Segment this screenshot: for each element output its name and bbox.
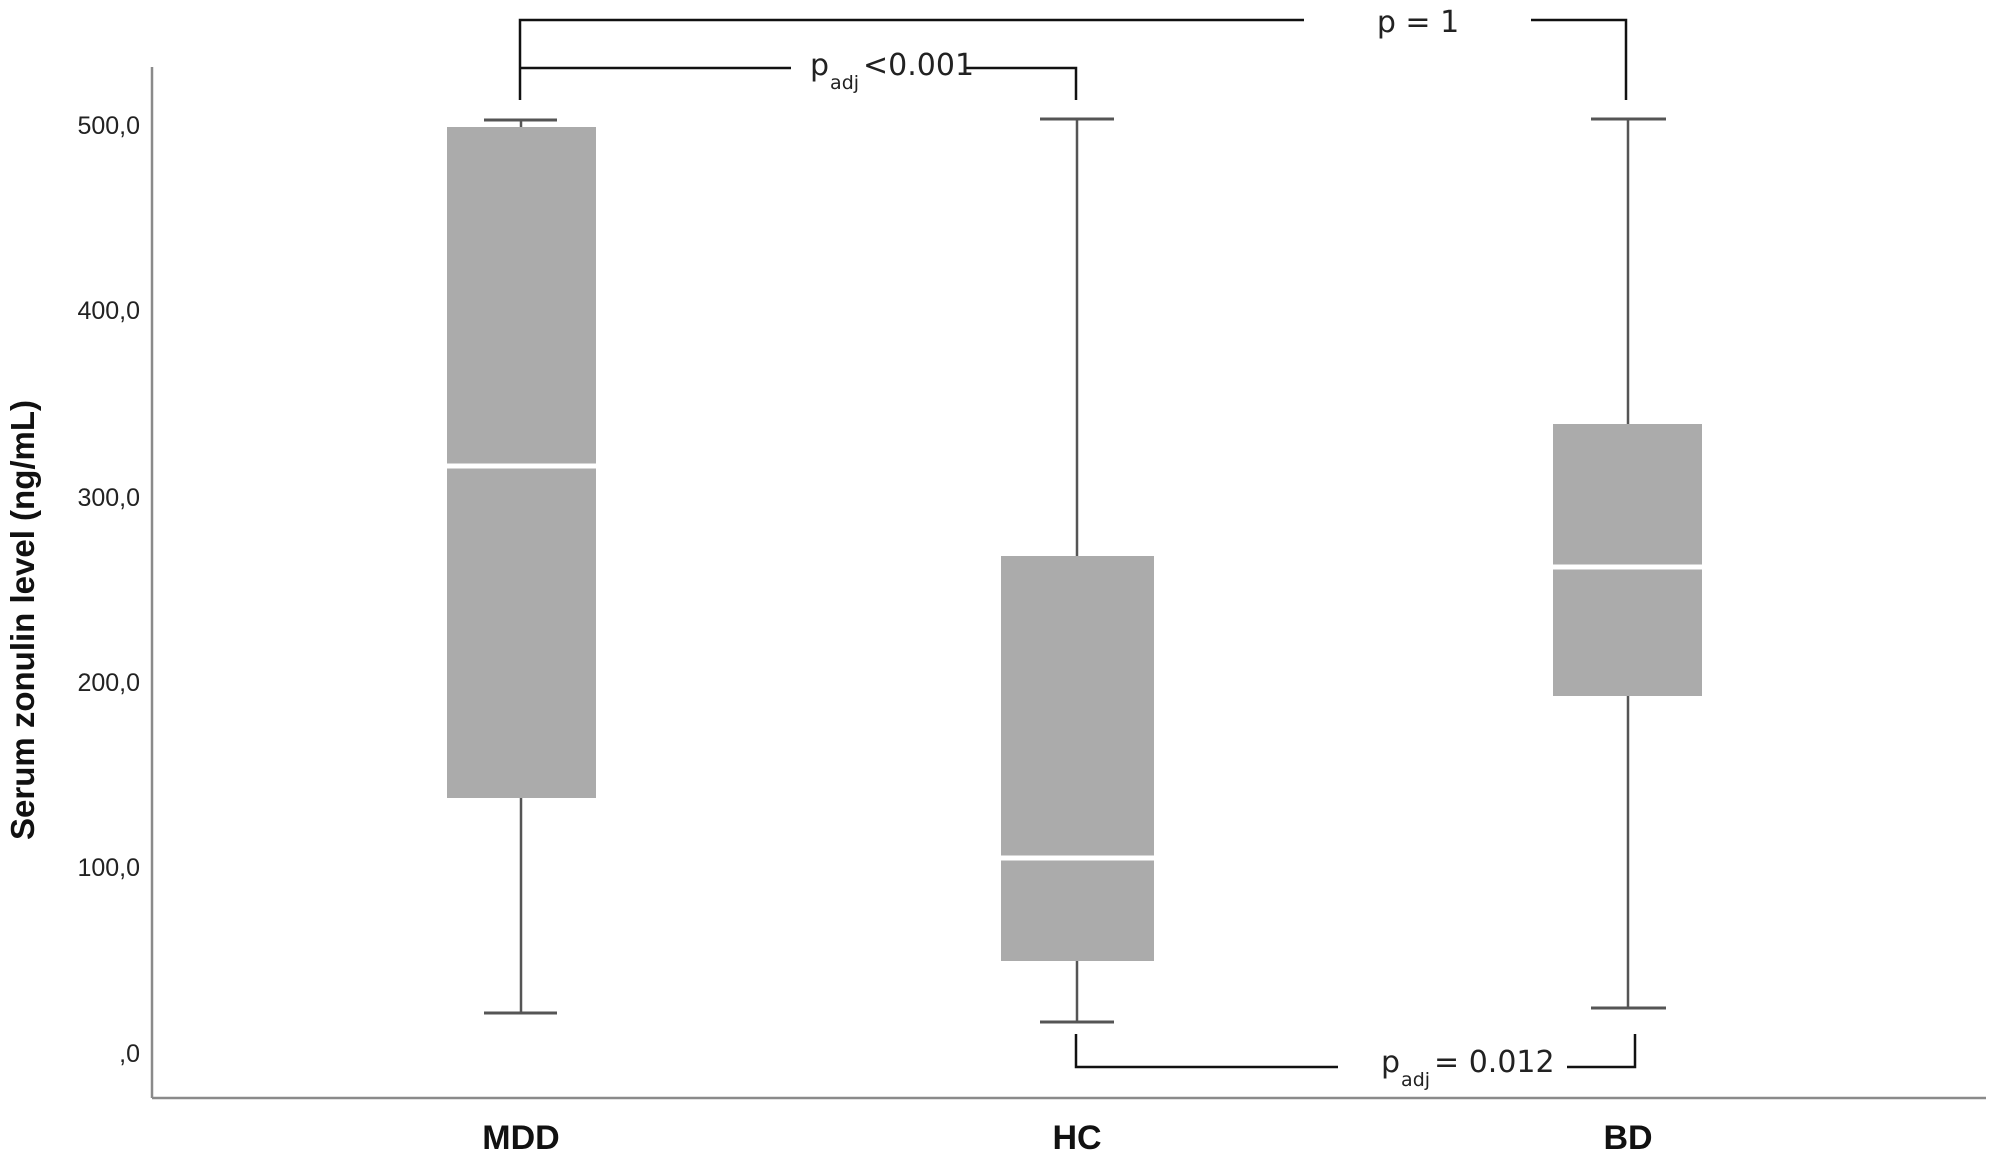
bracket-line xyxy=(965,66,1078,100)
p-symbol: p xyxy=(810,48,829,83)
p-subscript: adj xyxy=(1401,1069,1430,1091)
iqr-box xyxy=(447,127,596,798)
y-tick-label: 500,0 xyxy=(77,112,140,140)
y-tick-label: 400,0 xyxy=(77,297,140,325)
box-hc xyxy=(1001,117,1154,1024)
box-bd xyxy=(1553,117,1702,1010)
p-value-label: p = 1 xyxy=(1377,5,1459,40)
y-tick-label: 300,0 xyxy=(77,484,140,512)
p-value: = 0.012 xyxy=(1434,1045,1555,1080)
p-subscript: adj xyxy=(830,72,859,94)
iqr-box xyxy=(1001,556,1154,961)
p-value-label: padj <0.001 xyxy=(810,48,974,94)
p-value: <0.001 xyxy=(863,48,974,83)
bracket-line xyxy=(1567,1034,1637,1069)
x-category-label-hc: HC xyxy=(1052,1119,1101,1155)
significance-bracket-mdd-hc: padj <0.001 xyxy=(520,48,1078,100)
y-tick-label: 100,0 xyxy=(77,854,140,882)
y-tick-labels: 500,0 400,0 300,0 200,0 100,0 ,0 xyxy=(77,112,140,1068)
bracket-line xyxy=(1074,1034,1338,1069)
y-axis-title: Serum zonulin level (ng/mL) xyxy=(4,400,41,840)
y-tick-label: 200,0 xyxy=(77,669,140,697)
significance-bracket-hc-bd: padj = 0.012 xyxy=(1074,1034,1637,1091)
p-symbol: p xyxy=(1381,1045,1400,1080)
x-category-label-mdd: MDD xyxy=(482,1119,559,1155)
iqr-box xyxy=(1553,424,1702,696)
box-mdd xyxy=(447,118,596,1015)
y-tick-label: ,0 xyxy=(119,1040,140,1068)
p-value-label: padj = 0.012 xyxy=(1381,1045,1555,1091)
bracket-line xyxy=(1531,18,1628,100)
x-category-label-bd: BD xyxy=(1603,1119,1652,1155)
significance-bracket-mdd-bd: p = 1 xyxy=(518,5,1628,100)
bracket-line xyxy=(518,18,1304,100)
